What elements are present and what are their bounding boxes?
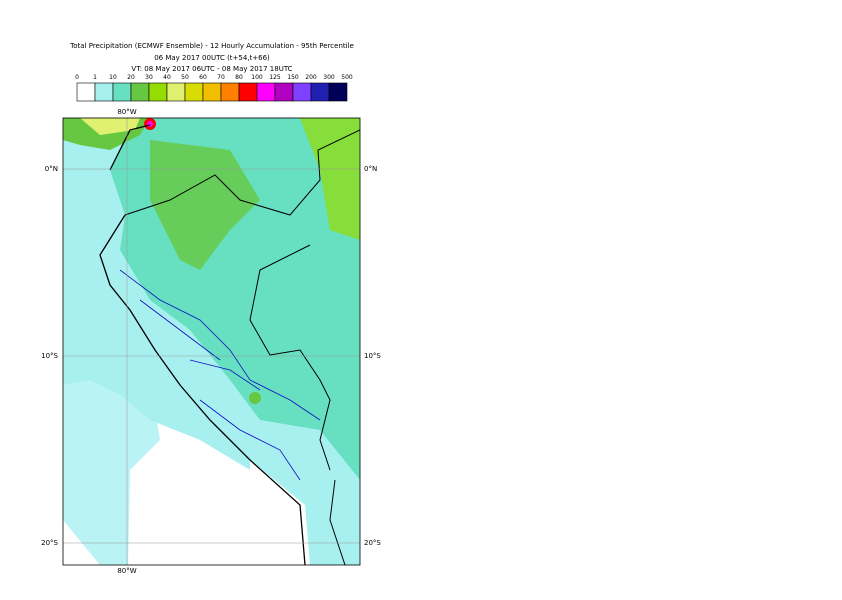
legend-label: 60 bbox=[199, 74, 207, 81]
legend-label: 50 bbox=[181, 74, 189, 81]
legend-swatch bbox=[310, 82, 330, 102]
lat-label: 20°S bbox=[41, 539, 58, 547]
legend-label: 30 bbox=[145, 74, 153, 81]
legend-swatch bbox=[238, 82, 258, 102]
legend-label: 70 bbox=[217, 74, 225, 81]
lon-label: 80°W bbox=[117, 108, 136, 116]
lon-label: 80°W bbox=[117, 567, 136, 575]
legend-label: 500 bbox=[341, 74, 353, 81]
legend-swatch bbox=[292, 82, 312, 102]
legend-swatch bbox=[76, 82, 96, 102]
legend-swatch bbox=[184, 82, 204, 102]
legend-label: 300 bbox=[323, 74, 335, 81]
lat-label: 20°S bbox=[364, 539, 381, 547]
legend-label: 20 bbox=[127, 74, 135, 81]
title-line: VT: 08 May 2017 06UTC - 08 May 2017 18UT… bbox=[131, 65, 292, 73]
title-line: Total Precipitation (ECMWF Ensemble) - 1… bbox=[69, 42, 354, 50]
legend-swatch bbox=[148, 82, 168, 102]
legend-label: 200 bbox=[305, 74, 317, 81]
legend-swatch bbox=[94, 82, 114, 102]
map bbox=[63, 118, 360, 565]
lat-label: 0°N bbox=[45, 165, 58, 173]
legend-swatch bbox=[220, 82, 240, 102]
legend-label: 125 bbox=[269, 74, 281, 81]
legend-label: 100 bbox=[251, 74, 263, 81]
legend-swatch bbox=[112, 82, 132, 102]
legend-swatch bbox=[256, 82, 276, 102]
legend-label: 80 bbox=[235, 74, 243, 81]
lat-label: 10°S bbox=[41, 352, 58, 360]
legend-swatch bbox=[130, 82, 150, 102]
legend-swatch bbox=[274, 82, 294, 102]
legend-label: 1 bbox=[93, 74, 97, 81]
legend: 0 1 10 20 30 40 50 60 70 80 100 125 150 200 300 500 bbox=[75, 74, 353, 102]
legend-swatch bbox=[328, 82, 348, 102]
title-line: 06 May 2017 00UTC (t+54,t+66) bbox=[154, 54, 270, 62]
legend-label: 40 bbox=[163, 74, 171, 81]
lat-label: 0°N bbox=[364, 165, 377, 173]
legend-swatch bbox=[166, 82, 186, 102]
legend-label: 150 bbox=[287, 74, 299, 81]
legend-label: 10 bbox=[109, 74, 117, 81]
legend-label: 0 bbox=[75, 74, 79, 81]
lat-label: 10°S bbox=[364, 352, 381, 360]
legend-swatch bbox=[202, 82, 222, 102]
map-frame bbox=[62, 117, 361, 566]
